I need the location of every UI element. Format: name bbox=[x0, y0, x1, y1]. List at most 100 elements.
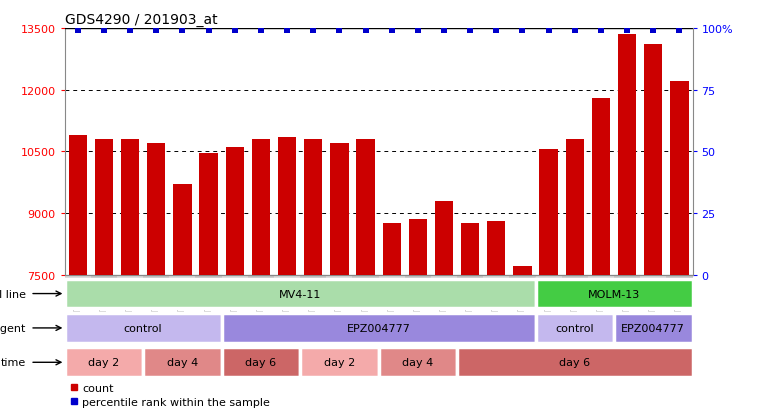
Point bbox=[150, 28, 162, 35]
Bar bbox=[169, 275, 196, 307]
Point bbox=[647, 28, 659, 35]
Bar bbox=[304, 140, 323, 275]
Text: day 2: day 2 bbox=[323, 357, 355, 368]
Bar bbox=[483, 275, 509, 307]
Bar bbox=[536, 313, 614, 343]
Bar bbox=[457, 275, 483, 307]
Bar bbox=[274, 275, 300, 307]
Point bbox=[568, 28, 581, 35]
Point bbox=[386, 28, 398, 35]
Legend: count, percentile rank within the sample: count, percentile rank within the sample bbox=[70, 383, 270, 407]
Bar bbox=[562, 275, 587, 307]
Text: cell line: cell line bbox=[0, 289, 26, 299]
Text: agent: agent bbox=[0, 323, 26, 333]
Point bbox=[124, 28, 136, 35]
Bar bbox=[536, 279, 693, 309]
Point bbox=[333, 28, 345, 35]
Text: day 4: day 4 bbox=[403, 357, 434, 368]
Bar bbox=[618, 35, 636, 275]
Point bbox=[98, 28, 110, 35]
Text: MV4-11: MV4-11 bbox=[279, 289, 321, 299]
Bar bbox=[405, 275, 431, 307]
Bar bbox=[457, 347, 693, 377]
Bar bbox=[378, 275, 405, 307]
Bar bbox=[143, 347, 221, 377]
Point bbox=[202, 28, 215, 35]
Point bbox=[177, 28, 189, 35]
Point bbox=[490, 28, 502, 35]
Point bbox=[255, 28, 267, 35]
Bar bbox=[199, 154, 218, 275]
Bar bbox=[667, 275, 693, 307]
Text: day 6: day 6 bbox=[559, 357, 591, 368]
Bar bbox=[65, 275, 91, 307]
Point bbox=[673, 28, 686, 35]
Bar bbox=[461, 224, 479, 275]
Bar bbox=[278, 138, 296, 275]
Bar bbox=[644, 45, 662, 275]
Point bbox=[228, 28, 240, 35]
Bar bbox=[536, 275, 562, 307]
Point bbox=[72, 28, 84, 35]
Bar bbox=[117, 275, 143, 307]
Bar bbox=[409, 220, 427, 275]
Bar bbox=[95, 140, 113, 275]
Text: day 2: day 2 bbox=[88, 357, 119, 368]
Bar bbox=[174, 185, 192, 275]
Text: EPZ004777: EPZ004777 bbox=[621, 323, 685, 333]
Bar bbox=[65, 347, 143, 377]
Bar bbox=[330, 144, 349, 275]
Bar bbox=[614, 275, 640, 307]
Text: MOLM-13: MOLM-13 bbox=[588, 289, 640, 299]
Bar bbox=[614, 313, 693, 343]
Text: time: time bbox=[1, 357, 26, 368]
Bar bbox=[514, 267, 532, 275]
Point bbox=[595, 28, 607, 35]
Bar bbox=[65, 313, 221, 343]
Bar bbox=[540, 150, 558, 275]
Bar bbox=[221, 313, 536, 343]
Point bbox=[307, 28, 320, 35]
Bar bbox=[565, 140, 584, 275]
Point bbox=[464, 28, 476, 35]
Bar bbox=[487, 222, 505, 275]
Point bbox=[543, 28, 555, 35]
Bar bbox=[431, 275, 457, 307]
Bar bbox=[509, 275, 536, 307]
Bar bbox=[326, 275, 352, 307]
Bar bbox=[147, 144, 165, 275]
Bar bbox=[143, 275, 170, 307]
Bar bbox=[68, 135, 87, 275]
Bar bbox=[121, 140, 139, 275]
Text: day 4: day 4 bbox=[167, 357, 198, 368]
Bar bbox=[252, 140, 270, 275]
Bar bbox=[65, 279, 536, 309]
Point bbox=[412, 28, 424, 35]
Point bbox=[517, 28, 529, 35]
Bar bbox=[300, 275, 326, 307]
Bar bbox=[592, 99, 610, 275]
Bar bbox=[435, 201, 453, 275]
Point bbox=[621, 28, 633, 35]
Bar bbox=[640, 275, 667, 307]
Bar bbox=[300, 347, 378, 377]
Text: control: control bbox=[556, 323, 594, 333]
Text: control: control bbox=[124, 323, 163, 333]
Bar bbox=[221, 275, 248, 307]
Bar bbox=[248, 275, 274, 307]
Text: EPZ004777: EPZ004777 bbox=[347, 323, 410, 333]
Text: GDS4290 / 201903_at: GDS4290 / 201903_at bbox=[65, 12, 218, 26]
Point bbox=[438, 28, 450, 35]
Bar bbox=[352, 275, 379, 307]
Bar bbox=[221, 347, 300, 377]
Bar bbox=[196, 275, 221, 307]
Bar bbox=[225, 148, 244, 275]
Bar bbox=[383, 224, 401, 275]
Bar bbox=[356, 140, 374, 275]
Bar bbox=[91, 275, 117, 307]
Point bbox=[359, 28, 371, 35]
Bar bbox=[588, 275, 614, 307]
Bar bbox=[378, 347, 457, 377]
Point bbox=[281, 28, 293, 35]
Bar bbox=[670, 82, 689, 275]
